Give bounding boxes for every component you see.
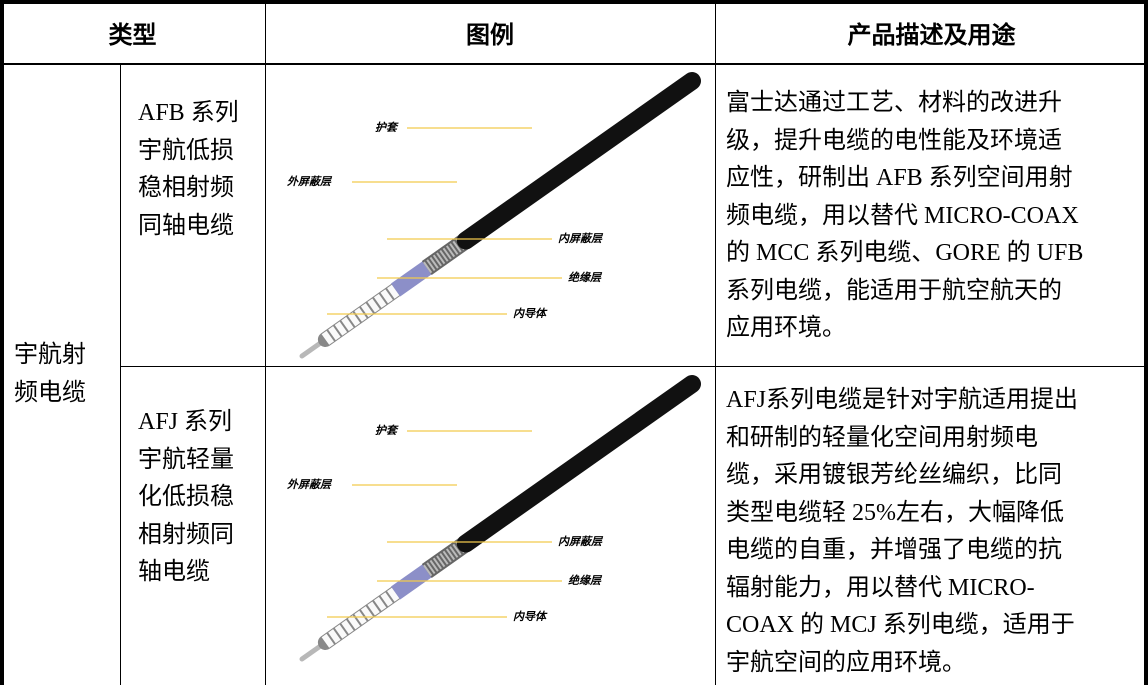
border [120, 64, 121, 685]
text-line: 相射频同 [138, 521, 234, 548]
figure-label: 内导体 [513, 307, 548, 320]
border [1144, 0, 1148, 685]
header-cell: 图例 [466, 20, 514, 49]
text-line: 缆，采用镀银芳纶丝编织，比同 [726, 462, 1062, 488]
text-line: COAX 的 MCJ 系列电缆，适用于 [726, 612, 1075, 638]
text-line: 辐射能力，用以替代 MICRO- [726, 574, 1035, 601]
text-line: 级，提升电缆的电性能及环境适 [726, 127, 1062, 154]
cable-part [423, 535, 474, 577]
cable-part [321, 281, 404, 345]
border [0, 0, 1148, 4]
text-line: 稳相射频 [138, 175, 234, 201]
text-line: AFJ 系列 [138, 409, 233, 435]
border [120, 366, 1148, 367]
text-line: 电缆的自重，并增强了电缆的抗 [726, 537, 1062, 563]
figure-label: 护套 [375, 121, 399, 134]
border [265, 0, 266, 685]
figure-label: 护套 [375, 424, 399, 437]
text-line: 化低损稳 [138, 484, 234, 510]
text-line: 的 MCC 系列电缆、GORE 的 UFB [726, 240, 1084, 266]
header-cell: 产品描述及用途 [847, 20, 1016, 49]
text-line: 类型电缆轻 25%左右，大幅降低 [726, 499, 1064, 526]
figure-label: 内导体 [513, 610, 548, 623]
border [0, 63, 1148, 65]
text-line: 频电缆 [14, 379, 86, 406]
text-line: 富士达通过工艺、材料的改进升 [726, 90, 1062, 116]
border [0, 0, 4, 685]
text-line: 和研制的轻量化空间用射频电 [726, 424, 1038, 451]
figure-label: 绝缘层 [568, 271, 603, 284]
figure-label: 绝缘层 [568, 574, 603, 587]
text-line: 系列电缆，能适用于航空航天的 [726, 277, 1062, 304]
text-line: 宇航空间的应用环境。 [726, 649, 966, 676]
text-line: 频电缆，用以替代 MICRO-COAX [726, 202, 1079, 229]
text-line: 轴电缆 [138, 559, 210, 585]
cable-part [423, 232, 474, 274]
figure-label: 内屏蔽层 [558, 232, 604, 245]
cable-part [321, 584, 404, 648]
text-line: 应性，研制出 AFB 系列空间用射 [726, 165, 1073, 191]
text-line: AFB 系列 [138, 100, 239, 126]
text-line: 应用环境。 [726, 315, 846, 341]
figure-label: 外屏蔽层 [286, 478, 333, 491]
text-line: 宇航射 [14, 342, 86, 368]
border [715, 0, 716, 685]
header-cell: 类型 [108, 20, 157, 49]
figure-label: 内屏蔽层 [558, 535, 604, 548]
text-line: AFJ系列电缆是针对宇航适用提出 [726, 387, 1079, 413]
cable-part [456, 375, 701, 553]
text-line: 宇航低损 [138, 137, 234, 164]
cable-part [456, 72, 701, 250]
figure-label: 外屏蔽层 [286, 175, 333, 188]
text-line: 同轴电缆 [138, 212, 234, 239]
text-line: 宇航轻量 [138, 446, 234, 473]
